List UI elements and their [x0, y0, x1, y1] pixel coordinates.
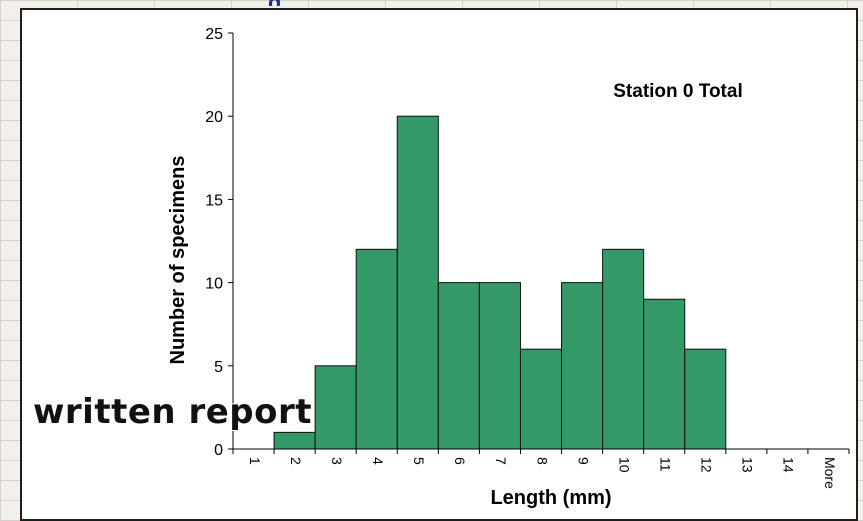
x-axis-title: Length (mm) — [490, 487, 611, 509]
written-report-overlay: written report — [33, 392, 312, 432]
y-tick-label-0: 0 — [214, 442, 223, 459]
x-tick-label-2: 2 — [288, 457, 304, 465]
bar-5 — [396, 115, 439, 450]
x-tick-label-8: 8 — [534, 457, 550, 465]
bar-4 — [355, 248, 398, 450]
bar-11 — [643, 298, 686, 450]
bar-3 — [314, 365, 357, 450]
bar-9 — [561, 282, 604, 450]
x-tick-label-6: 6 — [452, 457, 468, 465]
bar-10 — [602, 248, 645, 450]
x-tick-label-5: 5 — [411, 457, 427, 465]
bars-layer — [273, 115, 727, 450]
axes-layer — [228, 32, 850, 454]
y-tick-label-15: 15 — [205, 192, 223, 209]
slide-title-fragment: g — [268, 0, 328, 6]
bar-12 — [684, 348, 727, 450]
chart-area[interactable]: 0 5 10 15 20 25 1 2 3 4 5 6 7 8 9 10 11 12 13 14 More Length … — [20, 8, 858, 521]
bar-7 — [478, 282, 521, 450]
x-tick-label-11: 11 — [657, 457, 673, 472]
x-tick-label-3: 3 — [329, 457, 345, 465]
x-tick-label-1: 1 — [247, 457, 263, 465]
x-tick-label-9: 9 — [575, 457, 591, 465]
bar-2 — [273, 431, 316, 450]
x-tick-label-13: 13 — [740, 457, 756, 473]
x-tick-label-10: 10 — [616, 457, 632, 473]
chart-title: Station 0 Total — [613, 81, 742, 102]
y-tick-label-5: 5 — [214, 359, 223, 376]
bar-8 — [519, 348, 563, 450]
x-tick-label-More: More — [822, 457, 838, 489]
y-tick-label-20: 20 — [205, 109, 223, 126]
x-tick-label-7: 7 — [493, 457, 509, 465]
bar-6 — [437, 282, 480, 450]
x-tick-label-4: 4 — [370, 457, 386, 465]
x-tick-label-12: 12 — [699, 457, 715, 473]
y-tick-label-10: 10 — [205, 276, 223, 293]
x-tick-label-14: 14 — [781, 457, 797, 473]
y-axis-title: Number of specimens — [167, 156, 189, 365]
y-tick-label-25: 25 — [205, 26, 223, 43]
